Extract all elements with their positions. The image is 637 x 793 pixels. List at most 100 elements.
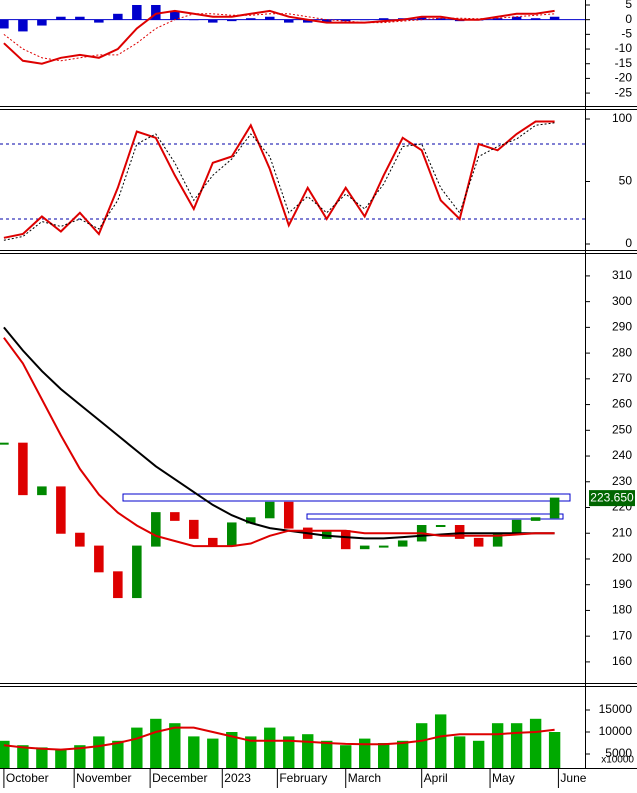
candle xyxy=(75,532,85,547)
bar xyxy=(321,19,332,23)
bar xyxy=(131,727,143,768)
candle xyxy=(132,545,142,599)
y-tick-label: -10 xyxy=(615,41,633,55)
bar xyxy=(93,736,105,768)
bar xyxy=(511,16,522,20)
y-tick-label: 260 xyxy=(612,397,632,411)
line-series xyxy=(3,9,555,65)
bar xyxy=(94,19,104,23)
line-series xyxy=(3,726,555,751)
y-tick-label: 100 xyxy=(612,111,632,125)
y-tick-label: 50 xyxy=(619,174,633,188)
bar xyxy=(302,19,313,23)
candle xyxy=(56,486,66,534)
bar xyxy=(227,19,237,22)
y-tick-label: 300 xyxy=(612,294,632,308)
candle xyxy=(37,486,47,496)
bar xyxy=(264,727,276,768)
bar xyxy=(530,18,541,20)
bar xyxy=(36,747,48,768)
y-tick-label: 5 xyxy=(625,0,632,11)
resistance-boxes xyxy=(122,493,571,520)
y-tick-label: -5 xyxy=(621,27,632,41)
y-tick-label: 200 xyxy=(612,551,632,565)
candle xyxy=(113,571,123,599)
candle xyxy=(94,545,104,573)
panel-borders xyxy=(0,0,637,769)
y-tick-label: 210 xyxy=(612,525,632,539)
bar xyxy=(378,742,390,768)
y-tick-label: 240 xyxy=(612,448,632,462)
bar xyxy=(113,13,123,20)
bar xyxy=(510,723,523,768)
y-tick-label: -25 xyxy=(615,85,633,99)
candle xyxy=(283,501,294,529)
bar xyxy=(340,19,351,22)
bar xyxy=(170,10,180,20)
bar xyxy=(434,714,447,768)
line-series xyxy=(3,120,555,239)
bar xyxy=(189,19,199,21)
candle xyxy=(264,501,275,519)
candle xyxy=(397,540,408,547)
bar xyxy=(321,740,333,768)
candle xyxy=(227,522,237,547)
bar xyxy=(150,718,162,768)
y-tick-label: 270 xyxy=(612,371,632,385)
bar xyxy=(491,723,504,768)
last-price-box xyxy=(589,490,635,507)
line-series xyxy=(3,337,555,548)
candle xyxy=(473,537,484,547)
bar xyxy=(169,723,181,768)
candle xyxy=(454,525,465,539)
x-tick-label: October xyxy=(6,771,49,785)
bar xyxy=(396,740,409,768)
bar xyxy=(75,16,85,20)
y-tick-label: -15 xyxy=(615,56,633,70)
bar xyxy=(359,738,371,768)
y-tick-label: 180 xyxy=(612,603,632,617)
bar xyxy=(74,745,86,768)
y-tick-label: 290 xyxy=(612,320,632,334)
x-tick-label: 2023 xyxy=(224,771,251,785)
bar xyxy=(302,734,314,768)
y-tick-label: 160 xyxy=(612,654,632,668)
bar xyxy=(56,16,66,20)
bar xyxy=(529,718,542,768)
candle xyxy=(378,545,389,548)
x-tick-label: March xyxy=(348,771,381,785)
y-tick-label: -20 xyxy=(615,71,633,85)
bar xyxy=(284,19,294,23)
bar xyxy=(265,16,275,20)
bar xyxy=(0,740,10,768)
x-tick-label: April xyxy=(424,771,448,785)
bar xyxy=(453,736,466,768)
bar xyxy=(151,4,161,20)
bar xyxy=(378,18,389,20)
candle xyxy=(359,545,370,550)
line-series xyxy=(3,122,555,241)
y-tick-label: 0 xyxy=(625,236,632,250)
bar xyxy=(112,740,124,768)
y-tick-label: 310 xyxy=(612,268,632,282)
bar xyxy=(415,723,428,768)
bar xyxy=(340,745,352,768)
x-tick-label: June xyxy=(560,771,586,785)
y-tick-label: 10000 xyxy=(599,724,633,738)
bar xyxy=(17,745,29,768)
x-tick-label: February xyxy=(279,771,327,785)
candle xyxy=(340,530,351,550)
y-tick-label: 5000 xyxy=(605,746,632,760)
y-tick-label: 280 xyxy=(612,345,632,359)
y-tick-label: 170 xyxy=(612,628,632,642)
x-tick-label: May xyxy=(492,771,515,785)
candle xyxy=(208,537,218,547)
bar xyxy=(132,4,142,20)
x-tick-label: December xyxy=(152,771,207,785)
bar xyxy=(208,19,218,23)
candle xyxy=(530,517,541,521)
candle xyxy=(0,442,9,445)
bar xyxy=(245,736,257,768)
bar xyxy=(55,749,67,768)
